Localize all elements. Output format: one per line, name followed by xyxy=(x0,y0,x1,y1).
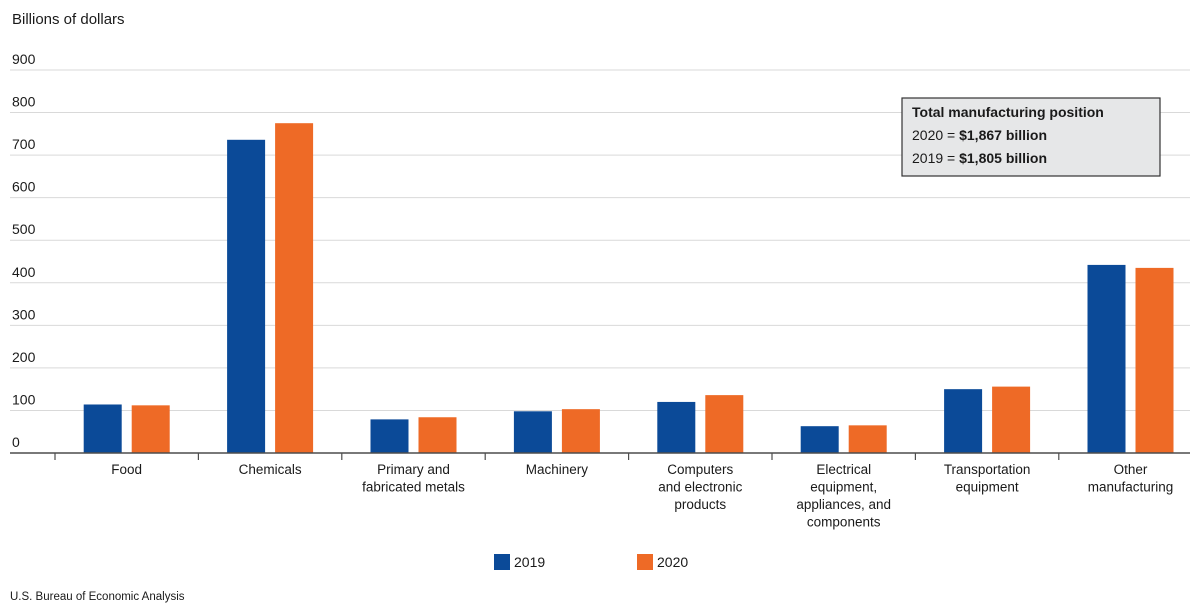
bar-2020-5 xyxy=(848,425,887,453)
x-tick-label: Computers and electronic products xyxy=(658,462,742,512)
y-tick-label: 200 xyxy=(12,349,36,365)
gridlines xyxy=(10,69,1190,411)
x-tick-label-line: Computers xyxy=(667,462,733,477)
bar-2020-6 xyxy=(992,386,1031,453)
legend-label-2020: 2020 xyxy=(657,554,688,570)
annotation-line-2020-prefix: 2020 = xyxy=(912,127,959,143)
x-tick-label-line: Machinery xyxy=(526,462,589,477)
x-tick-label: Electrical equipment, appliances, and compo… xyxy=(796,462,891,530)
bar-2020-7 xyxy=(1135,267,1174,453)
x-tick-label-line: and electronic xyxy=(658,480,742,495)
bar-2020-0 xyxy=(131,405,170,453)
annotation-line-2019-prefix: 2019 = xyxy=(912,150,959,166)
bar-2019-3 xyxy=(513,411,552,453)
x-tick-label-line: Primary and xyxy=(377,462,450,477)
source-note: U.S. Bureau of Economic Analysis xyxy=(10,591,185,603)
x-tick-label-line: Other xyxy=(1114,462,1148,477)
y-axis-ticks: 0 100 200 300 400 500 600 700 800 900 xyxy=(12,51,36,450)
bar-2019-5 xyxy=(800,426,839,453)
bar-2020-1 xyxy=(275,123,314,453)
y-tick-label: 100 xyxy=(12,391,36,407)
y-tick-label: 400 xyxy=(12,264,36,280)
legend-swatch-2020 xyxy=(637,554,653,570)
legend: 2019 2020 xyxy=(494,554,688,570)
y-tick-label: 900 xyxy=(12,51,36,67)
annotation-line-2019: 2019 = $1,805 billion xyxy=(912,150,1047,166)
x-axis-labels: Food Chemicals Primary and fabricated metal… xyxy=(111,462,1173,530)
x-tick-label-line: components xyxy=(807,515,881,530)
x-tick-label: Primary and fabricated metals xyxy=(362,462,465,495)
legend-label-2019: 2019 xyxy=(514,554,545,570)
y-tick-label: 600 xyxy=(12,179,36,195)
x-tick-label-line: Chemicals xyxy=(239,462,302,477)
bars xyxy=(83,123,1174,453)
x-tick-label-line: manufacturing xyxy=(1088,480,1174,495)
annotation-title: Total manufacturing position xyxy=(912,104,1104,120)
bar-2019-7 xyxy=(1087,264,1126,453)
y-axis-label: Billions of dollars xyxy=(12,11,125,28)
bar-2020-2 xyxy=(418,417,457,453)
x-axis xyxy=(10,452,1190,460)
y-tick-label: 700 xyxy=(12,136,36,152)
x-tick-label-line: equipment, xyxy=(810,480,877,495)
x-tick-label-line: Food xyxy=(111,462,142,477)
x-tick-label: Machinery xyxy=(526,462,589,477)
x-tick-label-line: Electrical xyxy=(816,462,871,477)
legend-swatch-2019 xyxy=(494,554,510,570)
x-tick-label-line: Transportation xyxy=(944,462,1031,477)
bar-2020-3 xyxy=(561,409,600,453)
x-tick-label-line: products xyxy=(674,497,726,512)
y-tick-label: 800 xyxy=(12,94,36,110)
y-tick-label: 500 xyxy=(12,221,36,237)
x-tick-label: Chemicals xyxy=(239,462,302,477)
annotation-line-2020: 2020 = $1,867 billion xyxy=(912,127,1047,143)
y-tick-label: 0 xyxy=(12,434,20,450)
bar-2019-2 xyxy=(370,419,409,453)
annotation-background xyxy=(901,97,1161,177)
bar-2020-4 xyxy=(705,395,744,453)
annotation-line-2020-value: $1,867 billion xyxy=(959,127,1047,143)
bar-2019-4 xyxy=(657,401,696,453)
x-tick-label: Other manufacturing xyxy=(1088,462,1174,495)
x-tick-label-line: appliances, and xyxy=(796,497,891,512)
x-tick-label-line: equipment xyxy=(956,480,1019,495)
bar-2019-6 xyxy=(944,389,983,453)
annotation-line-2019-value: $1,805 billion xyxy=(959,150,1047,166)
bar-2019-1 xyxy=(227,139,266,453)
bar-2019-0 xyxy=(83,404,122,453)
y-tick-label: 300 xyxy=(12,306,36,322)
x-tick-label: Food xyxy=(111,462,142,477)
annotation-box: Total manufacturing position 2020 = $1,8… xyxy=(901,97,1161,177)
x-tick-label-line: fabricated metals xyxy=(362,480,465,495)
x-tick-label: Transportation equipment xyxy=(944,462,1031,495)
